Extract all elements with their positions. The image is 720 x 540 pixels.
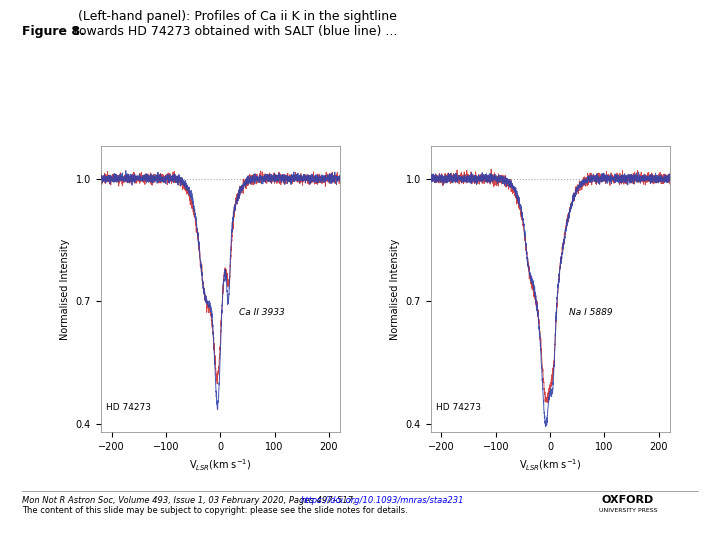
Text: UNIVERSITY PRESS: UNIVERSITY PRESS [598, 508, 657, 513]
X-axis label: V$_{LSR}$(km s$^{-1}$): V$_{LSR}$(km s$^{-1}$) [189, 457, 251, 472]
X-axis label: V$_{LSR}$(km s$^{-1}$): V$_{LSR}$(km s$^{-1}$) [519, 457, 581, 472]
Text: Ca II 3933: Ca II 3933 [239, 308, 285, 318]
Text: Na I 5889: Na I 5889 [569, 308, 613, 318]
Text: HD 74273: HD 74273 [107, 402, 151, 411]
Text: HD 74273: HD 74273 [436, 402, 481, 411]
Text: The content of this slide may be subject to copyright: please see the slide note: The content of this slide may be subject… [22, 506, 408, 515]
Text: OXFORD: OXFORD [602, 495, 654, 505]
Y-axis label: Normalised Intensity: Normalised Intensity [390, 238, 400, 340]
Text: Figure 8.: Figure 8. [22, 25, 84, 38]
Text: https://doi.org/10.1093/mnras/staa231: https://doi.org/10.1093/mnras/staa231 [301, 496, 464, 505]
Y-axis label: Normalised Intensity: Normalised Intensity [60, 238, 70, 340]
Text: Mon Not R Astron Soc, Volume 493, Issue 1, 03 February 2020, Pages 497–517,: Mon Not R Astron Soc, Volume 493, Issue … [22, 496, 358, 505]
Text: (Left-hand panel): Profiles of Ca ii K in the sightline
towards HD 74273 obtaine: (Left-hand panel): Profiles of Ca ii K i… [74, 10, 397, 38]
